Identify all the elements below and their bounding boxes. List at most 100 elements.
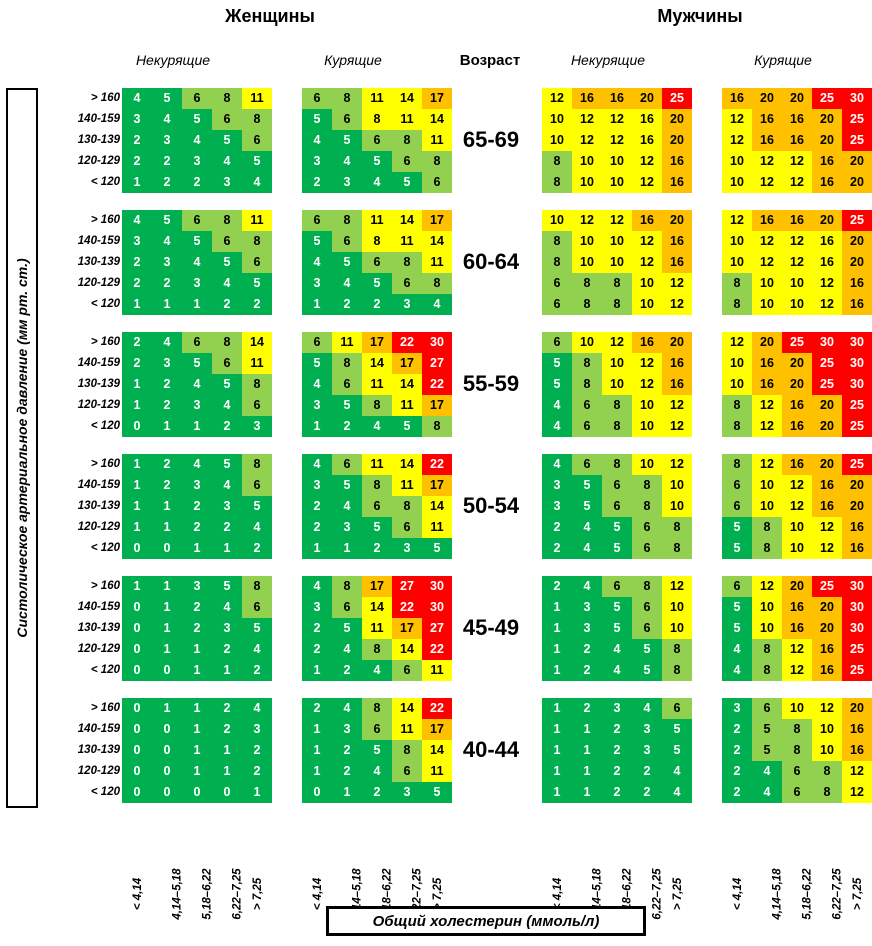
risk-cell: 25 bbox=[812, 374, 842, 395]
risk-cell: 11 bbox=[422, 660, 452, 681]
risk-cell: 11 bbox=[392, 719, 422, 740]
risk-cell: 2 bbox=[602, 719, 632, 740]
sbp-row-labels: > 160 140-159 130-139 120-129 < 120 bbox=[58, 88, 120, 193]
risk-cell: 2 bbox=[212, 719, 242, 740]
risk-cell: 10 bbox=[722, 231, 752, 252]
risk-cell: 5 bbox=[722, 517, 752, 538]
risk-cell: 2 bbox=[152, 151, 182, 172]
risk-cell: 2 bbox=[122, 151, 152, 172]
risk-cell: 1 bbox=[542, 719, 572, 740]
risk-cell: 8 bbox=[212, 210, 242, 231]
risk-cell: 10 bbox=[632, 454, 662, 475]
risk-cell: 12 bbox=[632, 151, 662, 172]
risk-cell: 6 bbox=[572, 395, 602, 416]
risk-cell: 16 bbox=[782, 109, 812, 130]
risk-cell: 1 bbox=[152, 597, 182, 618]
risk-cell: 1 bbox=[152, 517, 182, 538]
risk-cell: 4 bbox=[242, 172, 272, 193]
risk-cell: 14 bbox=[392, 210, 422, 231]
risk-cell: 8 bbox=[812, 782, 842, 803]
risk-cell: 2 bbox=[242, 538, 272, 559]
risk-cell: 4 bbox=[362, 761, 392, 782]
risk-cell: 20 bbox=[842, 698, 872, 719]
risk-cell: 16 bbox=[662, 172, 692, 193]
age-group-label-45-49: 45-49 bbox=[462, 615, 520, 640]
risk-cell: 6 bbox=[242, 130, 272, 151]
risk-cell: 16 bbox=[812, 252, 842, 273]
risk-cell: 2 bbox=[632, 782, 662, 803]
header-women-nonsmoking: Некурящие bbox=[135, 52, 211, 68]
risk-cell: 17 bbox=[422, 719, 452, 740]
risk-cell: 12 bbox=[722, 109, 752, 130]
risk-cell: 2 bbox=[182, 172, 212, 193]
risk-cell: 8 bbox=[392, 130, 422, 151]
risk-cell: 14 bbox=[392, 88, 422, 109]
risk-cell: 17 bbox=[422, 210, 452, 231]
risk-cell: 5 bbox=[362, 151, 392, 172]
risk-cell: 22 bbox=[422, 639, 452, 660]
cholesterol-tick: > 7,25 bbox=[432, 877, 445, 911]
risk-cell: 6 bbox=[362, 252, 392, 273]
risk-cell: 10 bbox=[542, 210, 572, 231]
age-group-label-40-44: 40-44 bbox=[462, 737, 520, 762]
cholesterol-tick: < 4,14 bbox=[732, 877, 745, 911]
risk-cell: 5 bbox=[542, 353, 572, 374]
risk-cell: 5 bbox=[332, 130, 362, 151]
risk-cell: 0 bbox=[182, 782, 212, 803]
risk-cell: 8 bbox=[602, 273, 632, 294]
risk-cell: 4 bbox=[632, 698, 662, 719]
risk-cell: 11 bbox=[392, 109, 422, 130]
risk-cell: 10 bbox=[782, 273, 812, 294]
heatmap-panel-m-non-1: 10 12 12 16 20 8 10 10 12 16 8 10 10 12 16 6 8 8 10 12 6 8 8 10… bbox=[542, 210, 692, 315]
risk-cell: 0 bbox=[122, 597, 152, 618]
risk-cell: 16 bbox=[752, 374, 782, 395]
risk-cell: 16 bbox=[782, 395, 812, 416]
risk-cell: 10 bbox=[782, 698, 812, 719]
risk-cell: 16 bbox=[662, 374, 692, 395]
risk-cell: 2 bbox=[152, 374, 182, 395]
risk-cell: 8 bbox=[752, 538, 782, 559]
risk-cell: 12 bbox=[752, 395, 782, 416]
risk-cell: 5 bbox=[632, 639, 662, 660]
risk-cell: 3 bbox=[572, 597, 602, 618]
risk-cell: 3 bbox=[302, 151, 332, 172]
risk-cell: 16 bbox=[842, 719, 872, 740]
risk-cell: 14 bbox=[422, 231, 452, 252]
risk-cell: 8 bbox=[212, 88, 242, 109]
risk-cell: 17 bbox=[422, 88, 452, 109]
risk-cell: 20 bbox=[782, 88, 812, 109]
risk-cell: 8 bbox=[362, 395, 392, 416]
risk-cell: 8 bbox=[722, 416, 752, 437]
risk-cell: 4 bbox=[212, 597, 242, 618]
risk-cell: 2 bbox=[242, 660, 272, 681]
risk-cell: 2 bbox=[302, 618, 332, 639]
risk-cell: 30 bbox=[842, 597, 872, 618]
risk-cell: 20 bbox=[812, 109, 842, 130]
risk-cell: 6 bbox=[362, 496, 392, 517]
heatmap-panel-m-non-3: 4 6 8 10 12 3 5 6 8 10 3 5 6 8 10 2 4 5 6 8 2 4 5 6 8 bbox=[542, 454, 692, 559]
heatmap-panel-m-non-4: 2 4 6 8 12 1 3 5 6 10 1 3 5 6 10 1 2 4 5 8 1 2 4 5 8 bbox=[542, 576, 692, 681]
risk-cell: 10 bbox=[572, 252, 602, 273]
risk-cell: 1 bbox=[122, 496, 152, 517]
risk-cell: 8 bbox=[362, 639, 392, 660]
risk-cell: 3 bbox=[602, 698, 632, 719]
risk-cell: 6 bbox=[302, 210, 332, 231]
risk-cell: 5 bbox=[182, 109, 212, 130]
risk-cell: 5 bbox=[242, 618, 272, 639]
risk-cell: 5 bbox=[332, 475, 362, 496]
risk-cell: 6 bbox=[242, 475, 272, 496]
risk-cell: 1 bbox=[182, 294, 212, 315]
risk-cell: 12 bbox=[782, 639, 812, 660]
risk-cell: 17 bbox=[362, 332, 392, 353]
risk-cell: 1 bbox=[572, 719, 602, 740]
risk-cell: 14 bbox=[362, 353, 392, 374]
cholesterol-tick: 6,22–7,25 bbox=[231, 868, 244, 920]
risk-cell: 2 bbox=[332, 740, 362, 761]
risk-cell: 2 bbox=[572, 698, 602, 719]
risk-cell: 3 bbox=[302, 597, 332, 618]
risk-cell: 2 bbox=[572, 660, 602, 681]
risk-cell: 16 bbox=[722, 88, 752, 109]
risk-cell: 20 bbox=[842, 151, 872, 172]
risk-cell: 25 bbox=[812, 576, 842, 597]
risk-cell: 4 bbox=[242, 639, 272, 660]
